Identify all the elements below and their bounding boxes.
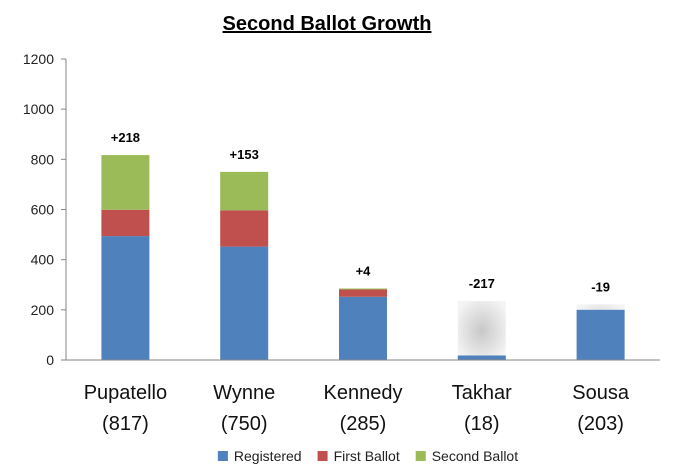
change-label: +218 bbox=[111, 130, 140, 145]
y-tick-label: 1000 bbox=[23, 101, 54, 117]
category-total-label: (203) bbox=[577, 413, 624, 435]
category-total-label: (285) bbox=[340, 413, 387, 435]
category-name-label: Kennedy bbox=[324, 382, 403, 404]
legend-item: Registered bbox=[217, 448, 302, 464]
category-name-label: Takhar bbox=[452, 382, 512, 404]
legend-swatch bbox=[317, 451, 328, 461]
category-total-label: (817) bbox=[102, 413, 149, 435]
category-total-label: (18) bbox=[464, 413, 500, 435]
bar-registered-wynne bbox=[220, 246, 269, 360]
bar-registered-sousa bbox=[576, 309, 625, 360]
change-label: +153 bbox=[230, 147, 259, 162]
y-axis: 0 200 400 600 800 1000 1200 bbox=[23, 51, 67, 368]
change-label: +4 bbox=[356, 264, 372, 279]
y-tick-label: 200 bbox=[31, 302, 55, 318]
y-tick-label: 800 bbox=[31, 151, 55, 167]
bar-registered-takhar bbox=[457, 355, 506, 360]
legend: Registered First Ballot Second Ballot bbox=[217, 448, 519, 464]
lost-support-ghost bbox=[457, 301, 506, 360]
category-name-label: Pupatello bbox=[84, 382, 167, 404]
change-label: -217 bbox=[469, 276, 495, 291]
bar-registered-kennedy bbox=[339, 296, 387, 360]
chart-title: Second Ballot Growth bbox=[223, 13, 432, 35]
change-label: -19 bbox=[591, 279, 610, 294]
bars bbox=[101, 155, 625, 360]
y-tick-label: 0 bbox=[46, 352, 54, 368]
y-tick-label: 600 bbox=[31, 202, 55, 218]
legend-swatch bbox=[415, 451, 426, 461]
category-total-label: (750) bbox=[221, 413, 268, 435]
x-axis: Pupatello (817) Wynne (750) Kennedy (285) Takh… bbox=[66, 359, 660, 435]
bar-first-ballot-wynne bbox=[220, 210, 269, 247]
category-name-label: Sousa bbox=[572, 382, 630, 404]
legend-label: First Ballot bbox=[334, 448, 400, 464]
legend-label: Registered bbox=[234, 448, 302, 464]
bar-second-ballot-wynne bbox=[220, 171, 269, 211]
legend-swatch bbox=[217, 451, 228, 461]
data-labels: +218 +153 +4 -217 -19 bbox=[111, 130, 610, 294]
bar-second-ballot-pupatello bbox=[101, 155, 150, 210]
legend-item: Second Ballot bbox=[415, 448, 519, 464]
category-name-label: Wynne bbox=[213, 382, 275, 404]
bar-registered-pupatello bbox=[101, 236, 150, 360]
legend-item: First Ballot bbox=[317, 448, 400, 464]
y-tick-label: 1200 bbox=[23, 51, 54, 67]
bar-second-ballot-kennedy bbox=[339, 288, 387, 290]
bar-first-ballot-kennedy bbox=[339, 289, 387, 297]
legend-label: Second Ballot bbox=[432, 448, 519, 464]
bar-first-ballot-pupatello bbox=[101, 209, 150, 237]
y-tick-label: 400 bbox=[31, 252, 55, 268]
